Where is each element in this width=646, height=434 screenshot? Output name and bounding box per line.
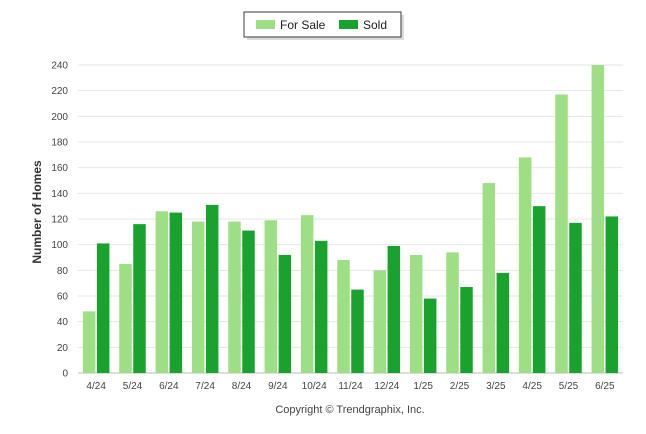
x-tick-label: 4/25 [522,381,542,392]
bar-for-sale[interactable] [373,270,387,373]
bar-sold[interactable] [460,287,473,373]
bar-for-sale[interactable] [337,260,350,373]
y-tick-label: 20 [57,343,69,354]
bar-sold[interactable] [314,240,328,373]
bar-sold[interactable] [242,230,255,373]
x-tick-label: 12/24 [374,381,399,392]
bar-sold[interactable] [351,289,364,373]
bar-sold[interactable] [205,204,219,373]
bar-sold[interactable] [96,243,110,373]
copyright-credit: Copyright © Trendgraphix, Inc. [275,404,424,416]
x-tick-label: 5/25 [559,381,579,392]
y-tick-label: 220 [51,86,68,97]
x-tick-label: 6/24 [159,381,179,392]
x-tick-label: 5/24 [123,381,143,392]
y-tick-label: 180 [51,138,68,149]
bar-for-sale[interactable] [264,220,278,373]
legend-swatch [256,20,275,29]
legend-label[interactable]: Sold [363,18,387,32]
legend[interactable]: For Sale Sold [243,11,404,40]
bar-for-sale[interactable] [591,65,605,373]
bars [82,65,619,374]
x-axis-ticks: 4/24 5/24 6/24 7/24 8/24 9/24 10/24 11/24 12/24 1… [86,381,615,392]
bar-sold[interactable] [133,224,146,373]
x-tick-label: 4/24 [86,381,106,392]
bar-for-sale[interactable] [409,254,423,373]
y-tick-label: 140 [51,189,68,200]
bar-for-sale[interactable] [518,157,532,373]
y-tick-label: 0 [62,369,68,380]
x-tick-label: 8/24 [232,381,252,392]
bar-sold[interactable] [496,272,510,373]
bar-for-sale[interactable] [82,311,96,373]
y-tick-label: 80 [57,266,69,277]
legend-swatch [339,20,358,29]
x-tick-label: 11/24 [338,381,363,392]
x-tick-label: 10/24 [302,381,327,392]
legend-label[interactable]: For Sale [280,18,326,32]
bar-sold[interactable] [569,222,582,373]
y-axis-ticks: 0 20 40 60 80 100 120 140 160 180 200 220 240 [51,61,68,380]
bar-for-sale[interactable] [446,252,459,373]
x-tick-label: 6/25 [595,381,615,392]
y-tick-label: 60 [57,292,69,303]
y-tick-label: 160 [51,163,68,174]
x-tick-label: 3/25 [486,381,506,392]
grid-lines [78,64,623,374]
bar-sold[interactable] [169,212,183,373]
bar-for-sale[interactable] [191,221,205,373]
y-axis-title: Number of Homes [30,160,44,264]
y-tick-label: 200 [51,112,68,123]
bar-sold[interactable] [278,254,292,373]
x-tick-label: 1/25 [413,381,433,392]
bar-for-sale[interactable] [300,215,314,373]
bar-sold[interactable] [532,206,546,373]
y-tick-label: 40 [57,317,69,328]
bar-sold[interactable] [605,216,619,373]
x-tick-label: 7/24 [195,381,215,392]
bar-for-sale[interactable] [155,211,169,373]
x-tick-label: 2/25 [450,381,470,392]
y-tick-label: 120 [51,215,68,226]
bar-sold[interactable] [387,245,401,373]
bar-for-sale[interactable] [228,221,241,373]
y-tick-label: 100 [51,240,68,251]
bar-sold[interactable] [423,298,437,373]
x-tick-label: 9/24 [268,381,288,392]
bar-for-sale[interactable] [119,263,132,373]
bar-for-sale[interactable] [555,94,568,374]
y-tick-label: 240 [51,61,68,72]
bar-for-sale[interactable] [482,183,496,373]
